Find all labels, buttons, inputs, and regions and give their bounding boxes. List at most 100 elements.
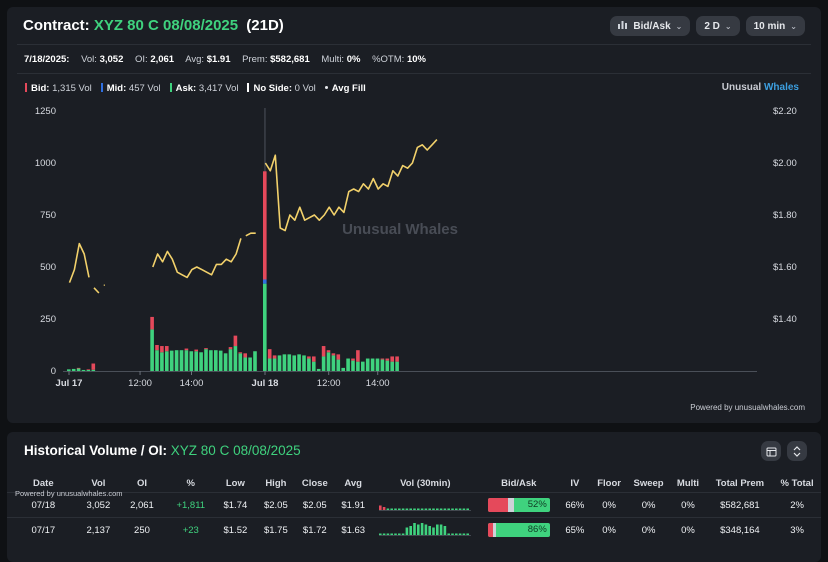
- sparkline-bar: [436, 508, 439, 510]
- volume-bar-ask: [307, 358, 311, 371]
- volume-bar-ask: [223, 353, 228, 371]
- y-right-tick-label: $1.60: [773, 262, 797, 273]
- powered-by: Powered by unusualwhales.com: [690, 403, 805, 412]
- y-left-tick-label: 1250: [35, 106, 56, 117]
- col-high[interactable]: High: [265, 477, 287, 489]
- y-left-tick-label: 1000: [35, 158, 56, 169]
- contract-name[interactable]: XYZ 80 C 08/08/2025: [93, 17, 239, 34]
- volume-bar-mid: [263, 279, 267, 284]
- y-right-tick-label: $1.80: [773, 210, 797, 221]
- legend-avg-fill[interactable]: Avg Fill: [324, 83, 366, 94]
- volume-bar-ask: [169, 350, 174, 371]
- col-low[interactable]: Low: [225, 477, 245, 489]
- col-total-prem[interactable]: Total Prem: [715, 477, 765, 489]
- export-icon[interactable]: [761, 441, 781, 461]
- volume-bar-ask: [91, 369, 96, 371]
- col-iv[interactable]: IV: [570, 477, 580, 489]
- volume-bar-ask: [218, 350, 223, 371]
- volume-bar-ask: [174, 350, 179, 371]
- sparkline-bar: [421, 508, 424, 510]
- volume-bar-ask: [287, 354, 292, 371]
- sparkline-bar: [405, 508, 409, 510]
- volume-bar-ask: [375, 358, 380, 371]
- chevron-down-icon: ⌄: [790, 21, 797, 31]
- volume-bar-ask: [326, 352, 331, 371]
- col-vol[interactable]: Vol: [91, 477, 106, 489]
- volume-bar-bid: [267, 349, 272, 359]
- volume-bar-bid: [233, 335, 238, 347]
- sparkline-bar: [440, 508, 443, 510]
- volume-bar-ask: [81, 369, 86, 371]
- stat-otm: %OTM: 10%: [372, 54, 426, 65]
- volume-bar-ask: [331, 355, 336, 371]
- legend-ask[interactable]: Ask: 3,417 Vol: [169, 83, 238, 94]
- col-close[interactable]: Close: [301, 477, 328, 489]
- legend-mid[interactable]: Mid: 457 Vol: [100, 83, 161, 94]
- col-floor[interactable]: Floor: [597, 477, 621, 489]
- side-mode-dropdown[interactable]: Bid/Ask ⌄: [610, 16, 691, 36]
- col-vol-30min[interactable]: Vol (30min): [400, 477, 451, 489]
- x-tick-label: 12:00: [317, 378, 341, 389]
- volume-bar-bid: [165, 346, 169, 352]
- col-oi[interactable]: OI: [136, 477, 147, 489]
- col-multi[interactable]: Multi: [676, 477, 700, 489]
- stat-avg: Avg: $1.91: [185, 54, 231, 65]
- chevron-down-icon: ⌄: [675, 21, 683, 31]
- sparkline-bar: [409, 508, 413, 510]
- legend-bid[interactable]: Bid: 1,315 Vol: [25, 83, 92, 94]
- x-tick-label: Jul 17: [56, 378, 83, 389]
- sparkline-bar: [428, 525, 432, 535]
- sparkline-bar: [447, 533, 451, 535]
- history-table: Date Vol OI % Low High Close Avg Vol (30…: [7, 474, 821, 542]
- volume-bar-bid: [312, 356, 316, 362]
- sparkline-bar: [383, 506, 386, 510]
- volume-bar-ask: [395, 361, 399, 371]
- volume-bar-bid: [155, 345, 159, 351]
- volume-bar-bid: [390, 356, 394, 362]
- volume-bar-ask: [233, 346, 238, 371]
- sparkline-bar: [386, 533, 390, 535]
- sparkline-bar: [394, 533, 398, 535]
- stat-multi: Multi: 0%: [321, 54, 361, 65]
- volume-bar-bid: [326, 350, 331, 353]
- x-tick-label: 14:00: [366, 378, 390, 389]
- sparkline-bar: [409, 525, 413, 535]
- sparkline-bar: [413, 508, 417, 510]
- x-tick-label: 12:00: [128, 378, 152, 389]
- sparkline-bar: [402, 508, 405, 510]
- contract-stats: 7/18/2025: Vol: 3,052 OI: 2,061 Avg: $1.…: [24, 54, 426, 65]
- avg-fill-line: [68, 242, 90, 283]
- sort-toggle-icon[interactable]: [787, 441, 807, 461]
- sparkline-bar: [398, 508, 401, 510]
- sparkline-bar: [462, 508, 466, 510]
- col-pct-total[interactable]: % Total: [780, 477, 814, 489]
- sparkline-bar: [466, 533, 470, 535]
- volume-bar-ask: [351, 360, 355, 371]
- col-avg[interactable]: Avg: [344, 477, 362, 489]
- legend-no-side[interactable]: No Side: 0 Vol: [247, 83, 316, 94]
- range-dropdown[interactable]: 2 D ⌄: [696, 16, 740, 36]
- volume-bar-ask: [238, 353, 243, 371]
- interval-dropdown[interactable]: 10 min ⌄: [745, 16, 805, 36]
- volume-bar-ask: [321, 356, 326, 371]
- volume-bar-ask: [346, 358, 350, 371]
- col-date[interactable]: Date: [33, 477, 54, 489]
- volume-bar-ask: [228, 349, 233, 371]
- sparkline-bar: [443, 525, 447, 535]
- table-row[interactable]: 07/17 2,137 250 +23 $1.52 $1.75 $1.72 $1…: [7, 517, 821, 542]
- sparkline-bar: [451, 533, 455, 535]
- col-bid-ask[interactable]: Bid/Ask: [501, 477, 537, 489]
- volume-bar-bid: [307, 356, 311, 359]
- volume-bar-bid: [86, 369, 91, 370]
- volume-bar-ask: [390, 361, 394, 371]
- col-pct[interactable]: %: [186, 477, 195, 489]
- volume-bar-ask: [165, 351, 169, 371]
- volume-bar-ask: [155, 350, 159, 371]
- volume-bar-ask: [370, 358, 375, 371]
- sparkline-bar: [451, 508, 455, 510]
- stat-vol: Vol: 3,052: [81, 54, 124, 65]
- volume-bar-ask: [277, 355, 282, 371]
- col-sweep[interactable]: Sweep: [633, 477, 664, 489]
- table-row[interactable]: 07/18 3,052 2,061 +1,811 $1.74 $2.05 $2.…: [7, 492, 821, 518]
- x-tick-label: Jul 18: [252, 378, 279, 389]
